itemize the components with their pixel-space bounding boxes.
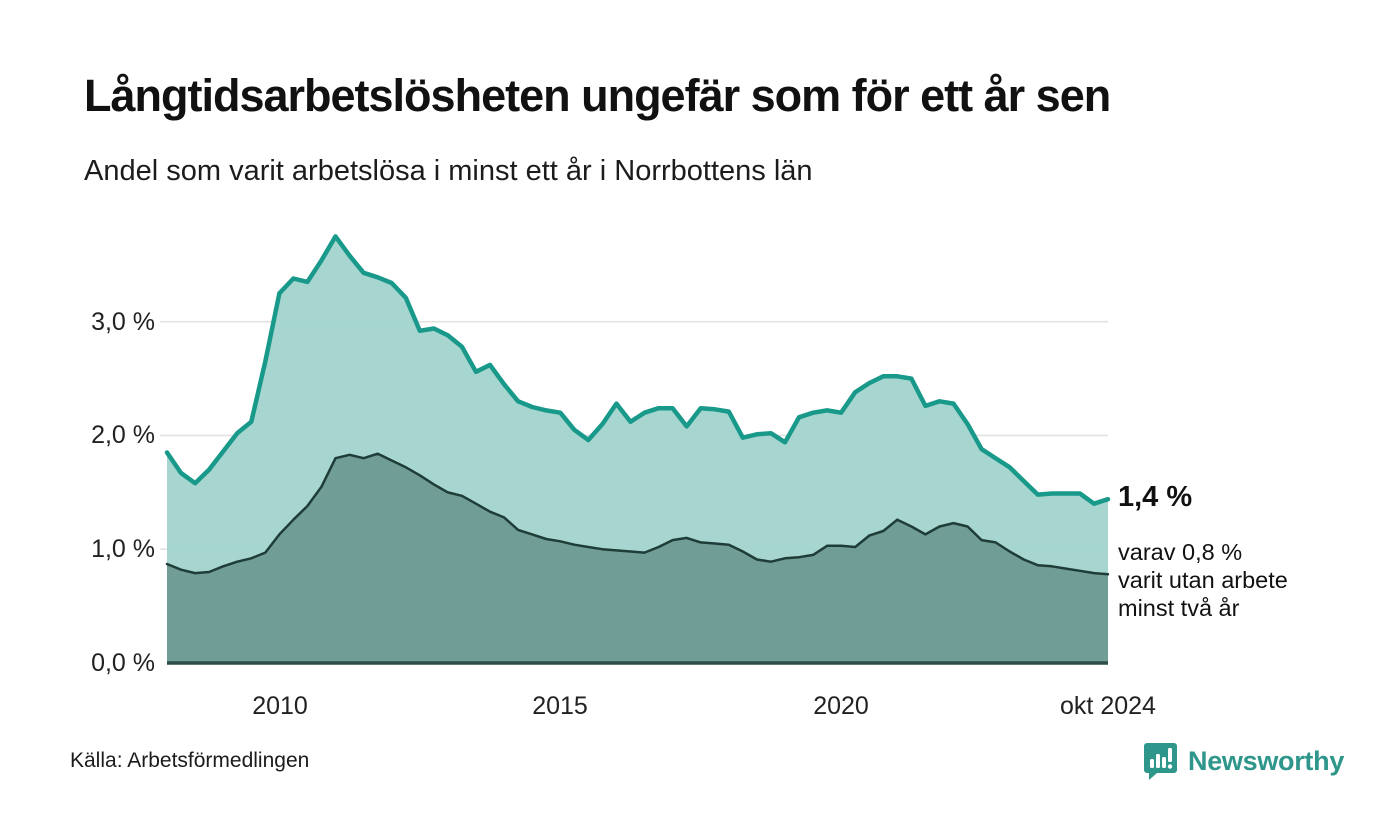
series-line-two-years [165, 452, 1110, 576]
secondary-value-line-2: varit utan arbete [1118, 567, 1288, 593]
y-tick-2: 2,0 % [91, 421, 155, 449]
x-tick-2015: 2015 [532, 692, 588, 720]
latest-value-label: 1,4 % [1118, 481, 1193, 513]
newsworthy-logo-icon [1143, 741, 1178, 781]
x-tick-2020: 2020 [813, 692, 869, 720]
source-credit: Källa: Arbetsförmedlingen [70, 749, 310, 772]
page-subtitle: Andel som varit arbetslösa i minst ett å… [84, 155, 813, 187]
secondary-value-label: varav 0,8 % varit utan arbete minst två … [1118, 538, 1288, 622]
x-tick-okt2024: okt 2024 [1060, 692, 1156, 720]
y-tick-1: 1,0 % [91, 535, 155, 563]
x-tick-2010: 2010 [252, 692, 308, 720]
series-line-one-year [164, 234, 1111, 506]
page-title: Långtidsarbetslösheten ungefär som för e… [84, 70, 1111, 121]
newsworthy-logo: Newsworthy [1143, 741, 1344, 781]
secondary-value-line-3: minst två år [1118, 595, 1240, 621]
y-tick-0: 0,0 % [91, 649, 155, 677]
y-tick-3: 3,0 % [91, 308, 155, 336]
series-area-two-years [167, 453, 1108, 663]
secondary-value-line-1: varav 0,8 % [1118, 539, 1243, 565]
newsworthy-logo-text: Newsworthy [1188, 745, 1345, 776]
